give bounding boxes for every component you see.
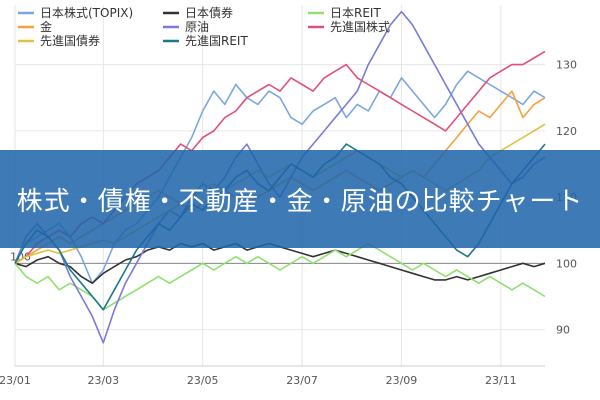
legend-item: 先進国債券 bbox=[18, 33, 100, 48]
legend-item: 日本株式(TOPIX) bbox=[18, 5, 133, 20]
legend-label: 日本債券 bbox=[185, 5, 233, 20]
banner-title: 株式・債権・不動産・金・原油の比較チャート bbox=[16, 186, 584, 217]
x-tick-label: 23/05 bbox=[187, 374, 219, 387]
legend-label: 先進国株式 bbox=[330, 19, 390, 34]
legend-label: 日本REIT bbox=[330, 6, 381, 20]
legend-label: 先進国REIT bbox=[185, 34, 248, 48]
series-line-1 bbox=[14, 70, 546, 285]
legend-item: 金 bbox=[18, 19, 52, 34]
legend-label: 金 bbox=[40, 19, 52, 34]
x-axis-ticks: 23/01 23/03 23/05 23/07 23/09 23/11 bbox=[0, 374, 517, 387]
legend-label: 先進国債券 bbox=[40, 33, 100, 48]
baseline-label: 100 bbox=[10, 250, 31, 263]
x-tick-label: 23/09 bbox=[386, 374, 418, 387]
y-tick-label: 90 bbox=[556, 324, 570, 337]
x-tick-label: 23/07 bbox=[286, 374, 318, 387]
y-tick-label: 130 bbox=[556, 59, 577, 72]
legend-item: 日本REIT bbox=[308, 6, 381, 20]
x-tick-label: 23/11 bbox=[485, 374, 517, 387]
legend-item: 先進国株式 bbox=[308, 19, 390, 34]
y-tick-label: 100 bbox=[556, 257, 577, 270]
baseline: 100 bbox=[10, 250, 545, 264]
legend-item: 原油 bbox=[163, 20, 209, 34]
legend-item: 日本債券 bbox=[163, 5, 233, 20]
x-tick-label: 23/01 bbox=[0, 374, 31, 387]
x-tick-label: 23/03 bbox=[87, 374, 119, 387]
legend-item: 先進国REIT bbox=[163, 34, 248, 48]
legend-label: 日本株式(TOPIX) bbox=[40, 5, 133, 20]
y-tick-label: 120 bbox=[556, 125, 577, 138]
title-banner: 株式・債権・不動産・金・原油の比較チャート bbox=[0, 150, 600, 248]
legend-label: 原油 bbox=[185, 20, 209, 34]
